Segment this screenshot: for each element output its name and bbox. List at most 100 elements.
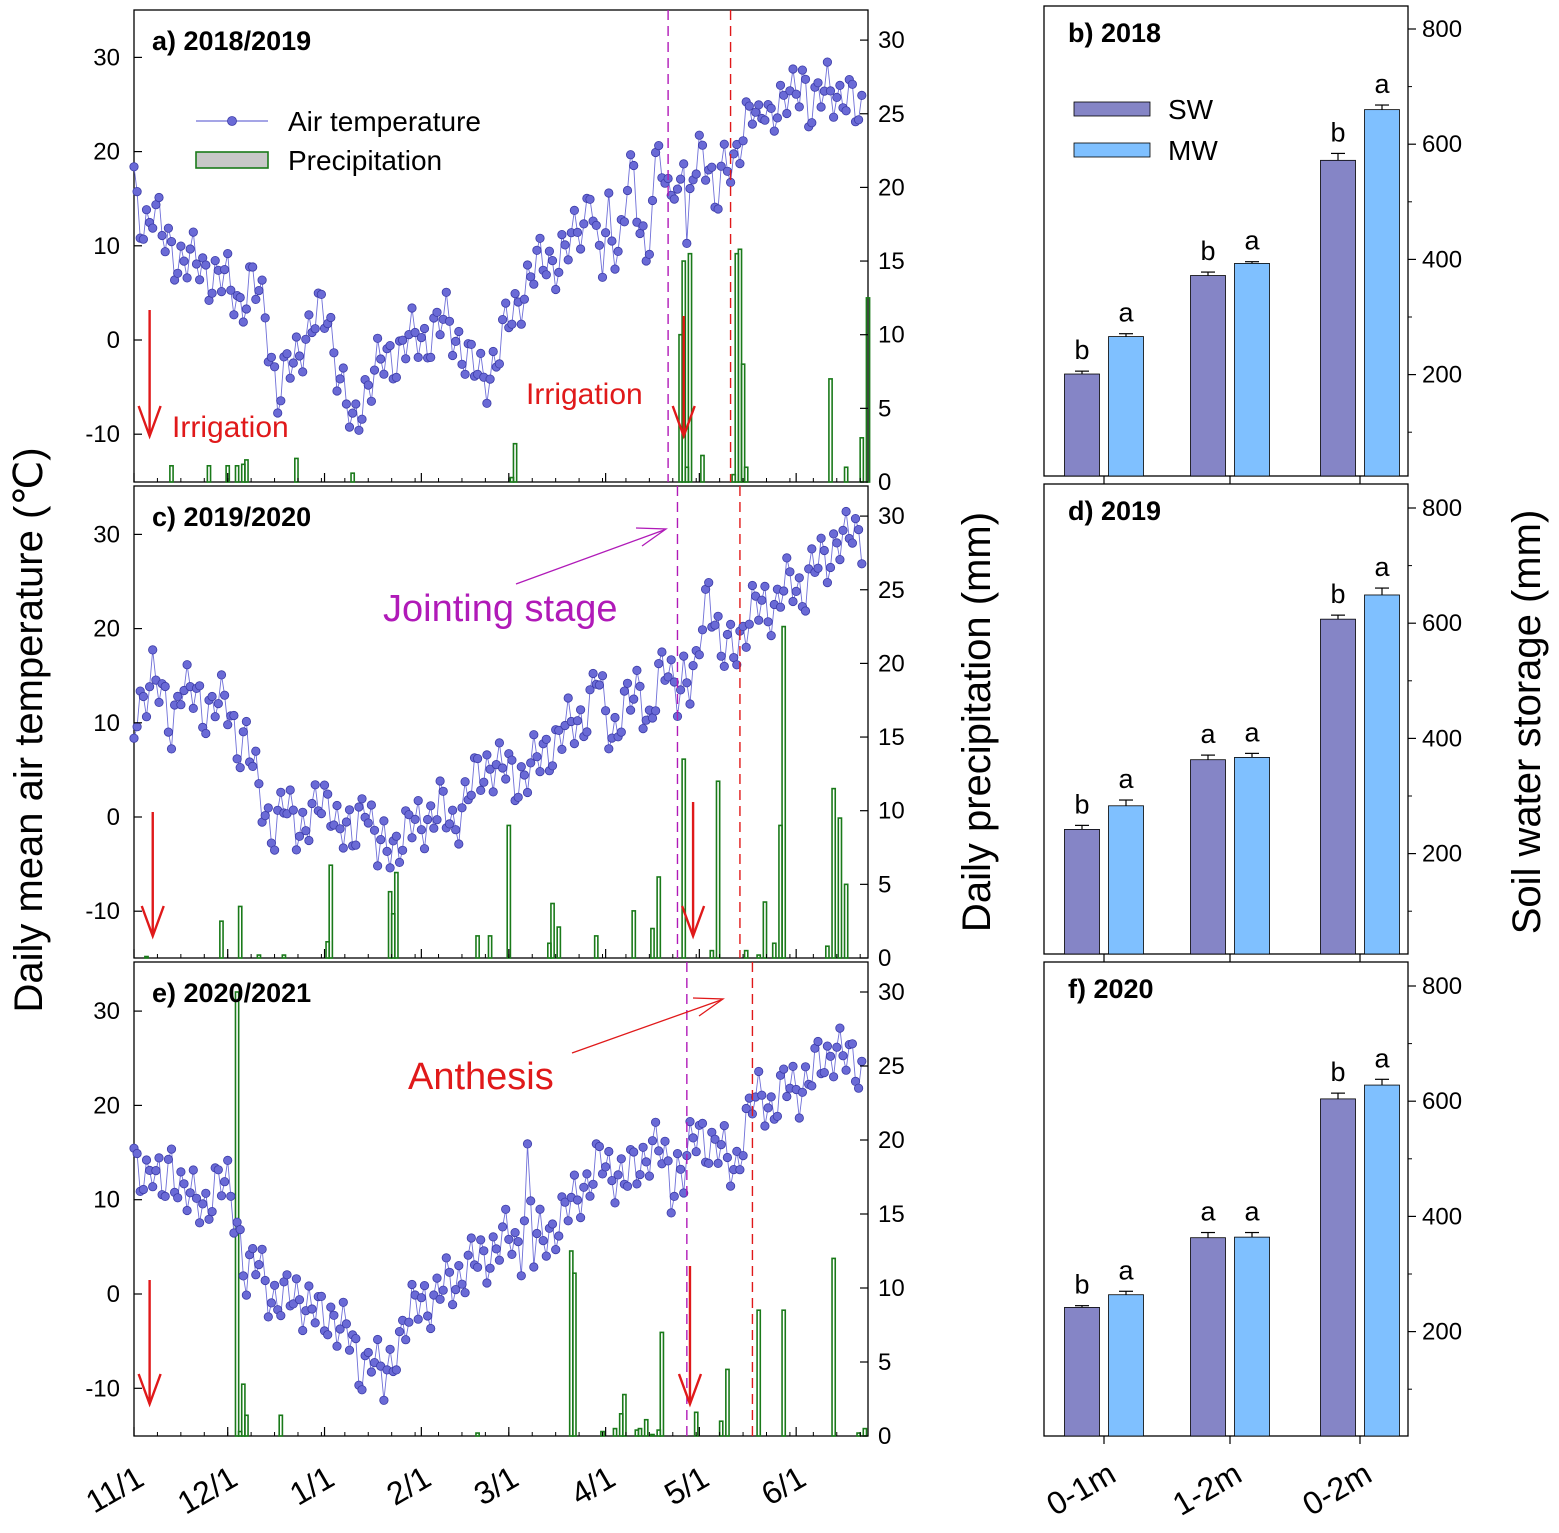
temperature-point (763, 617, 773, 627)
temperature-point (800, 1062, 811, 1072)
temperature-point (394, 1327, 405, 1337)
temperature-point (298, 807, 308, 817)
temperature-point (694, 130, 704, 140)
temperature-point (579, 219, 589, 229)
temperature-point (432, 307, 442, 317)
temperature-point (213, 1165, 223, 1175)
temperature-point (241, 716, 251, 727)
temperature-point (807, 1081, 817, 1091)
legend-sw-swatch (1073, 101, 1151, 117)
temperature-point (582, 1169, 592, 1179)
timeseries-panel-e: -10 0 10 20 30 0 5 10 15 20 25 30 e) 2020/2021 (85, 961, 905, 1450)
temperature-point (585, 194, 595, 204)
temperature-point (451, 1285, 461, 1295)
legend-precip-swatch (195, 151, 269, 169)
temperature-point (775, 80, 786, 90)
temperature-point (529, 1262, 539, 1272)
temperature-point (666, 655, 676, 665)
right-y-tick-label: 10 (878, 322, 905, 349)
temperature-point (301, 826, 311, 836)
precipitation-bar (837, 817, 843, 959)
temperature-point (182, 1205, 192, 1216)
left-y-tick-label: 0 (107, 1281, 120, 1308)
right-y-tick-label: 200 (1422, 1319, 1462, 1346)
precipitation-bar (234, 464, 240, 483)
temperature-point (251, 294, 261, 304)
left-y-tick-label: 20 (93, 616, 120, 643)
precipitation-series (234, 991, 868, 1437)
temperature-point (516, 762, 526, 772)
precipitation-bar (593, 935, 599, 959)
temperature-point (635, 228, 645, 239)
significance-letter: b (1330, 579, 1345, 609)
precipitation-bar (762, 901, 768, 959)
temperature-point (710, 620, 720, 630)
temperature-point (379, 816, 389, 826)
temperature-point (713, 204, 723, 214)
temperature-point (460, 369, 470, 379)
temperature-point (160, 681, 170, 692)
temperature-point (401, 1335, 411, 1345)
temperature-point (672, 184, 683, 194)
temperature-point (182, 660, 192, 670)
temperature-point (766, 103, 776, 114)
temperature-point (173, 268, 183, 278)
temperature-point (485, 764, 495, 774)
precipitation-bar (715, 780, 721, 959)
precipitation-bar (771, 942, 777, 959)
temperature-point (141, 712, 152, 722)
temperature-point (354, 802, 364, 812)
temperature-point (291, 1274, 301, 1284)
temperature-point (326, 1302, 336, 1312)
temperature-point (426, 1323, 436, 1334)
temperature-point (460, 1288, 470, 1298)
temperature-point (220, 690, 230, 700)
right-y-axis-title: Soil water storage (mm) (1505, 510, 1549, 935)
bar-sw (1320, 1098, 1356, 1437)
legend-temperature-precip: Air temperature Precipitation (195, 106, 481, 176)
temperature-point (410, 327, 420, 338)
panel-title: c) 2019/2020 (152, 502, 311, 532)
temperature-point (432, 1273, 442, 1283)
temperature-point (188, 227, 198, 237)
temperature-point (257, 1244, 267, 1254)
temperature-point (572, 1195, 583, 1205)
temperature-point (229, 310, 239, 320)
temperature-point (735, 159, 745, 169)
temperature-point (610, 712, 620, 723)
temperature-point (310, 324, 320, 334)
right-y-tick-label: 15 (878, 724, 905, 751)
significance-letter: a (1200, 1197, 1216, 1227)
temperature-point (822, 57, 833, 67)
temperature-point (682, 238, 692, 248)
right-y-tick-label: 5 (878, 395, 891, 422)
temperature-point (372, 861, 383, 871)
temperature-point (769, 126, 779, 136)
temperature-point (797, 1087, 808, 1097)
precipitation-bar (656, 876, 662, 959)
temperature-point (457, 359, 467, 369)
temperature-point (510, 288, 520, 299)
temperature-point (685, 183, 695, 194)
right-y-tick-label: 400 (1422, 1203, 1462, 1230)
temperature-point (216, 670, 227, 680)
right-y-tick-label: 0 (878, 469, 891, 496)
temperature-point (547, 1219, 558, 1229)
temperature-point (832, 1042, 842, 1052)
temperature-point (338, 1297, 348, 1307)
temperature-point (713, 611, 723, 621)
bar-mw (1364, 594, 1400, 955)
right-y-tick-label: 200 (1422, 841, 1462, 868)
temperature-point (557, 744, 567, 755)
significance-letter: a (1244, 1197, 1260, 1227)
temperature-point (404, 810, 414, 820)
bar-sw (1064, 829, 1100, 955)
bar-mw (1234, 1236, 1270, 1437)
temperature-point (754, 615, 764, 625)
temperature-point (560, 240, 570, 250)
temperature-point (241, 304, 251, 314)
temperature-point (285, 785, 295, 795)
precipitation-bar (244, 459, 249, 483)
